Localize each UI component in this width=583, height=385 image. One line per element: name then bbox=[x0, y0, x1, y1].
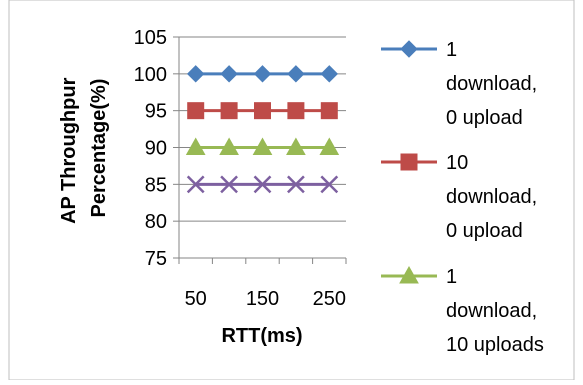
x-axis-label: RTT(ms) bbox=[221, 325, 302, 347]
data-point bbox=[287, 65, 305, 83]
series-group bbox=[185, 65, 340, 194]
data-point bbox=[254, 102, 271, 120]
data-point bbox=[186, 65, 205, 83]
y-tick-label: 100 bbox=[134, 64, 167, 86]
legend-label-line: 10 uploads bbox=[446, 334, 544, 356]
legend-label-line: download, bbox=[446, 186, 537, 208]
legend-item-3: 1 download, 10 uploads bbox=[381, 265, 544, 356]
y-axis-label-line-1: AP Throughpur bbox=[58, 77, 80, 223]
grid-lines bbox=[179, 36, 346, 222]
series-2 bbox=[187, 102, 338, 120]
legend-marker bbox=[399, 265, 419, 284]
legend-label-line: 1 bbox=[446, 39, 457, 61]
data-point bbox=[286, 137, 306, 155]
y-tick-label: 85 bbox=[145, 174, 167, 196]
legend-label-line: download, bbox=[446, 73, 537, 95]
data-point bbox=[320, 175, 339, 194]
legend-label-line: 10 bbox=[446, 152, 468, 174]
series-4 bbox=[186, 175, 339, 194]
axes: 75 80 85 90 95 100 105 50 150 250 bbox=[134, 27, 347, 310]
data-point bbox=[253, 65, 272, 83]
y-tick-label: 75 bbox=[145, 248, 167, 270]
data-point bbox=[252, 137, 273, 155]
data-point bbox=[320, 65, 339, 83]
legend-label-line: 1 bbox=[446, 266, 457, 288]
data-point bbox=[220, 65, 238, 83]
legend-label-line: 0 upload bbox=[446, 107, 523, 129]
legend-item-2: 10 download, 0 upload bbox=[381, 152, 537, 242]
data-point bbox=[287, 102, 305, 120]
legend-marker bbox=[400, 153, 418, 171]
data-point bbox=[319, 137, 340, 155]
y-axis-label-line-2: Percentage(%) bbox=[88, 79, 110, 218]
legend: 1 download, 0 upload 10 download, 0 upload 1 do… bbox=[381, 39, 544, 356]
y-tick-label: 80 bbox=[145, 211, 167, 233]
x-tick-label: 150 bbox=[246, 288, 279, 310]
axis-labels: RTT(ms) AP Throughpur Percentage(%) bbox=[58, 72, 303, 347]
series-1 bbox=[186, 65, 339, 83]
series-3 bbox=[185, 137, 340, 155]
y-tick-label: 95 bbox=[145, 101, 167, 123]
y-tick-label: 105 bbox=[134, 27, 167, 49]
data-point bbox=[220, 175, 238, 194]
y-tick-label: 90 bbox=[145, 138, 167, 160]
data-point bbox=[186, 175, 205, 194]
data-point bbox=[253, 175, 272, 194]
data-point bbox=[220, 102, 238, 120]
y-axis-label: AP Throughpur Percentage(%) bbox=[58, 72, 110, 224]
data-point bbox=[219, 137, 239, 155]
legend-label-line: download, bbox=[446, 300, 537, 322]
x-tick-label: 50 bbox=[185, 288, 207, 310]
legend-marker bbox=[400, 40, 418, 58]
legend-item-1: 1 download, 0 upload bbox=[381, 39, 537, 129]
data-point bbox=[287, 175, 305, 194]
data-point bbox=[320, 102, 338, 120]
legend-label-line: 0 upload bbox=[446, 220, 523, 242]
data-point bbox=[185, 137, 206, 155]
data-point bbox=[187, 102, 205, 120]
x-tick-label: 250 bbox=[313, 288, 346, 310]
